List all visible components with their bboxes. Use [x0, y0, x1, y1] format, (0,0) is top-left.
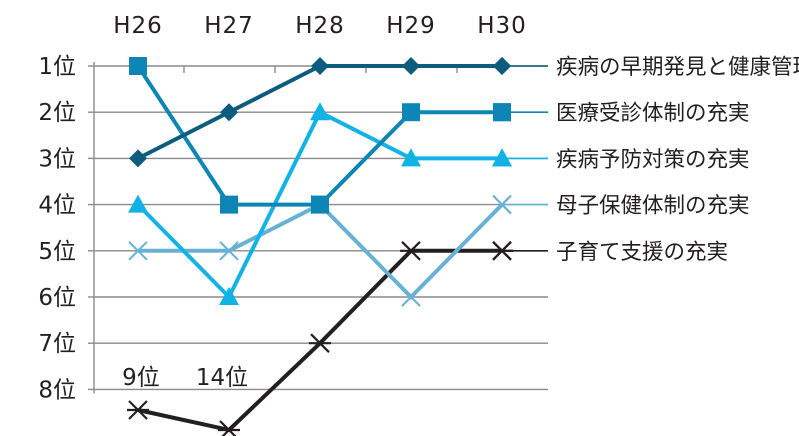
- data-point-marker: [311, 57, 329, 75]
- data-point-marker: [220, 103, 238, 122]
- legend: 疾病の早期発見と健康管理医療受診体制の充実疾病予防対策の充実母子保健体制の充実子…: [491, 55, 799, 265]
- data-point-marker: [492, 194, 512, 215]
- data-point-marker: [129, 149, 147, 168]
- y-tick-label: 2位: [38, 100, 76, 126]
- series-5: [127, 241, 513, 436]
- legend-item: 疾病の早期発見と健康管理: [493, 55, 799, 80]
- legend-item: 子育て支援の充実: [491, 240, 728, 265]
- data-point-marker: [401, 148, 421, 167]
- x-axis-tick-labels: H26 H27 H28 H29 H30: [113, 13, 527, 39]
- data-point-marker: [311, 195, 329, 214]
- x-tick-label: H28: [295, 13, 345, 39]
- legend-label: 母子保健体制の充実: [556, 194, 750, 219]
- x-tick-label: H30: [477, 13, 527, 39]
- legend-label: 疾病予防対策の充実: [556, 147, 750, 172]
- off-scale-rank-label: 14位: [196, 365, 248, 391]
- data-point-marker: [219, 241, 239, 261]
- off-scale-rank-label: 9位: [122, 365, 160, 391]
- data-point-marker: [219, 287, 239, 305]
- data-point-marker: [128, 194, 148, 213]
- data-point-marker: [491, 241, 513, 261]
- x-tick-label: H27: [204, 13, 254, 39]
- legend-label: 疾病の早期発見と健康管理: [556, 55, 799, 80]
- data-point-marker: [402, 57, 420, 75]
- y-tick-label: 3位: [38, 146, 76, 172]
- data-point-marker: [400, 241, 422, 261]
- data-point-marker: [401, 287, 421, 307]
- y-tick-label: 1位: [38, 54, 76, 80]
- off-scale-annotations: 9位 14位: [122, 365, 248, 391]
- y-tick-label: 4位: [38, 193, 76, 219]
- y-tick-label: 6位: [38, 285, 76, 311]
- y-tick-label: 8位: [38, 377, 76, 403]
- legend-item: 母子保健体制の充実: [492, 194, 750, 219]
- data-point-marker: [493, 103, 511, 122]
- series-line: [137, 248, 502, 433]
- data-point-marker: [129, 57, 147, 75]
- legend-item: 医療受診体制の充実: [493, 101, 750, 126]
- data-point-marker: [218, 420, 240, 436]
- chart-axes: [88, 62, 458, 394]
- y-tick-label: 7位: [38, 331, 76, 357]
- y-axis-tick-labels: 1位 2位 3位 4位 5位 6位 7位 8位: [38, 54, 76, 403]
- y-tick-label: 5位: [38, 239, 76, 265]
- x-tick-label: H29: [386, 13, 436, 39]
- legend-label: 子育て支援の充実: [556, 240, 728, 265]
- x-tick-label: H26: [113, 13, 163, 39]
- data-point-marker: [309, 333, 331, 353]
- data-point-marker: [220, 195, 238, 214]
- data-point-marker: [492, 148, 512, 167]
- legend-item: 疾病予防対策の充実: [492, 147, 750, 172]
- series-line: [136, 64, 502, 207]
- legend-label: 医療受診体制の充実: [556, 101, 750, 126]
- data-point-marker: [402, 103, 420, 122]
- series-lines: [127, 57, 513, 436]
- data-point-marker: [310, 102, 330, 121]
- data-point-marker: [128, 241, 148, 261]
- data-point-marker: [493, 57, 511, 75]
- data-point-marker: [127, 400, 149, 420]
